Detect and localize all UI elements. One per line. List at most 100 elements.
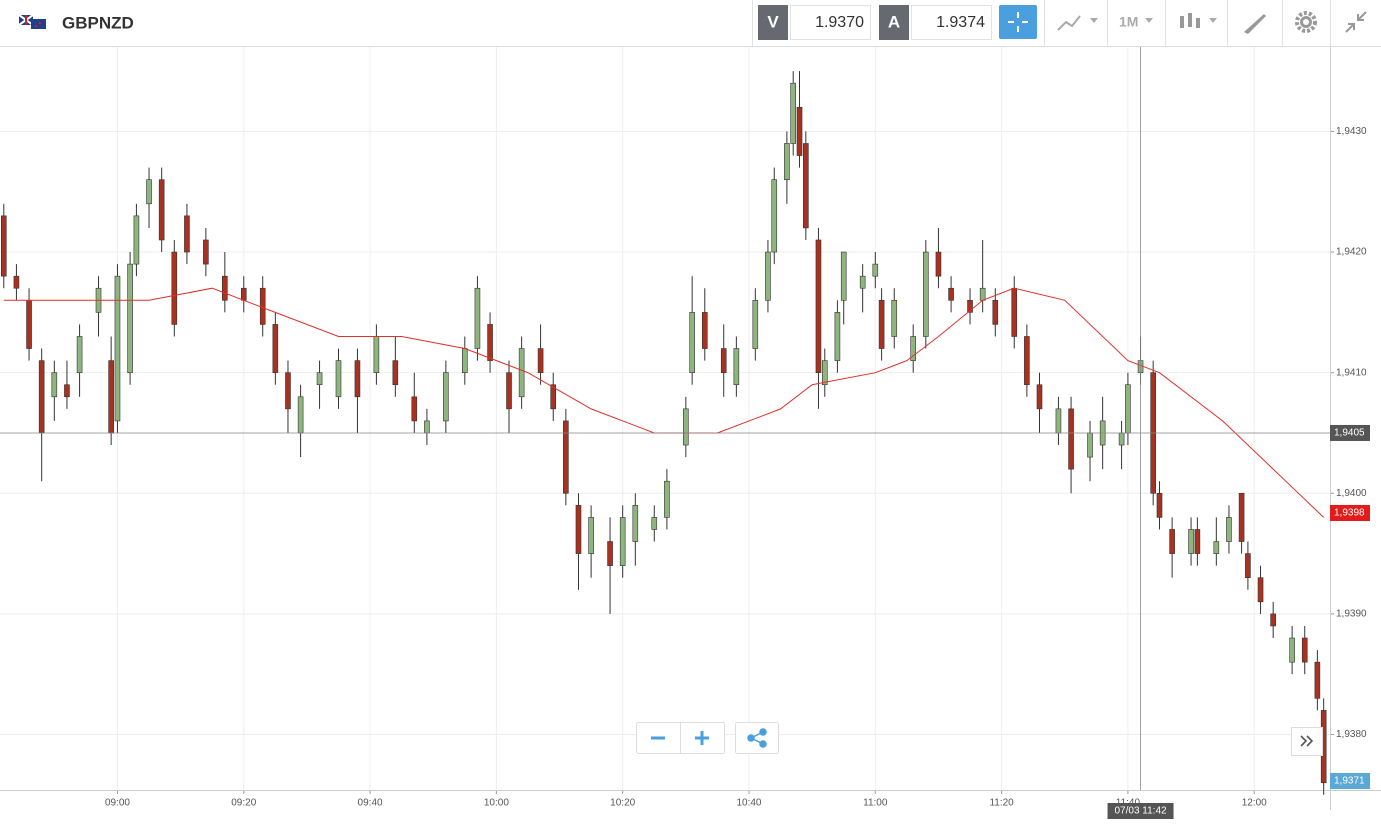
candle-body bbox=[967, 299, 973, 313]
timeframe-button[interactable]: 1M bbox=[1119, 14, 1138, 30]
candle-body bbox=[1169, 529, 1175, 554]
flag-icon bbox=[18, 14, 46, 29]
buy-price-box[interactable] bbox=[911, 5, 992, 40]
candle-body bbox=[1194, 529, 1201, 554]
sell-price-label: 1,9398 bbox=[1334, 508, 1365, 519]
candle-body bbox=[1289, 637, 1295, 663]
candle-body bbox=[588, 517, 594, 554]
collapse-button[interactable] bbox=[1345, 11, 1367, 33]
candle-body bbox=[872, 263, 879, 277]
candle-body bbox=[840, 251, 847, 301]
share-button[interactable] bbox=[735, 722, 779, 754]
candle-body bbox=[923, 251, 929, 337]
candle-body bbox=[834, 312, 841, 361]
y-tick-label: 1,9420 bbox=[1336, 247, 1367, 258]
candle-body bbox=[878, 299, 885, 349]
chart-type-button[interactable] bbox=[1057, 15, 1098, 31]
candle-body bbox=[1024, 336, 1030, 386]
scroll-right-button[interactable] bbox=[1291, 727, 1323, 756]
candle-body bbox=[815, 239, 822, 373]
sell-price-box[interactable] bbox=[790, 5, 871, 40]
crosshair-y-tag bbox=[1330, 424, 1370, 441]
candle-body bbox=[108, 360, 114, 434]
candle-body bbox=[487, 324, 493, 361]
buy-price[interactable]: 1.9374 bbox=[936, 14, 985, 31]
chart-layer: 1,9380 1,9390 1,9400 1,9410 1,9420 1,9430 09:0… bbox=[0, 47, 1381, 819]
candle-body bbox=[51, 372, 58, 398]
candle-style-button[interactable] bbox=[1180, 13, 1217, 28]
candle-body bbox=[506, 372, 512, 410]
candle-body bbox=[1068, 408, 1074, 470]
buy-label[interactable]: A bbox=[888, 12, 900, 31]
candle-body bbox=[771, 179, 778, 253]
crosshair-button[interactable] bbox=[999, 5, 1037, 39]
candle-body bbox=[537, 348, 544, 373]
x-tick-label: 09:40 bbox=[358, 798, 383, 809]
candle-body bbox=[1301, 637, 1308, 663]
zoom-in-button[interactable] bbox=[695, 731, 709, 745]
crosshair-x-tag bbox=[1107, 803, 1174, 819]
candle-body bbox=[664, 480, 670, 518]
candle-body bbox=[733, 348, 740, 386]
candle-body bbox=[373, 336, 380, 373]
y-tick-label: 1,9410 bbox=[1336, 367, 1367, 378]
candle-body bbox=[859, 275, 866, 289]
toolbar bbox=[0, 0, 1381, 46]
sell-label[interactable]: V bbox=[767, 12, 779, 31]
sell-price[interactable]: 1.9370 bbox=[815, 14, 864, 31]
candle-body bbox=[948, 287, 954, 301]
bid-price-label: 1,9371 bbox=[1334, 776, 1365, 787]
candle-body bbox=[752, 299, 759, 349]
candle-body bbox=[76, 336, 83, 373]
y-tick-label: 1,9430 bbox=[1336, 126, 1367, 137]
candle-body bbox=[38, 360, 45, 434]
candle-body bbox=[285, 372, 291, 410]
candle-body bbox=[1156, 492, 1163, 518]
x-tick-label: 10:00 bbox=[484, 798, 509, 809]
candle-body bbox=[689, 312, 695, 373]
candle-body bbox=[171, 251, 178, 325]
candle-body bbox=[184, 215, 190, 253]
candle-body bbox=[1188, 529, 1194, 554]
candle-body bbox=[803, 143, 809, 229]
dropdown-arrow bbox=[1145, 18, 1153, 23]
candle-body bbox=[1314, 661, 1321, 699]
bid-price-tag bbox=[1330, 773, 1370, 789]
candle-body bbox=[784, 143, 790, 180]
candle-body bbox=[203, 239, 209, 265]
candle-body bbox=[0, 215, 7, 277]
candle-body bbox=[335, 360, 342, 398]
y-tick-label: 1,9380 bbox=[1336, 729, 1367, 740]
settings-button[interactable] bbox=[1295, 11, 1317, 33]
candle-body bbox=[765, 251, 771, 301]
candle-body bbox=[1011, 287, 1018, 337]
candle-body bbox=[1238, 492, 1245, 542]
candle-body bbox=[607, 541, 613, 566]
draw-tool-button[interactable] bbox=[1244, 14, 1266, 34]
candle-body bbox=[133, 215, 140, 265]
symbol: GBPNZD bbox=[62, 13, 134, 32]
buy-button[interactable] bbox=[879, 5, 909, 40]
candle-body bbox=[316, 372, 323, 386]
candle-body bbox=[474, 287, 481, 349]
candle-body bbox=[821, 360, 828, 386]
crosshair-icon bbox=[1008, 12, 1028, 32]
candle-body bbox=[683, 408, 689, 446]
candle-body bbox=[297, 396, 304, 434]
x-tick-label: 09:00 bbox=[105, 798, 130, 809]
candle-body bbox=[550, 384, 557, 410]
sell-price-tag bbox=[1330, 505, 1370, 521]
candle-body bbox=[26, 299, 32, 349]
candle-body bbox=[1245, 553, 1251, 579]
candle-body bbox=[462, 348, 468, 373]
x-tick-label: 10:20 bbox=[610, 798, 635, 809]
candle-body bbox=[992, 299, 999, 325]
candle-body bbox=[392, 360, 399, 386]
candle-body bbox=[935, 251, 942, 277]
y-tick-label: 1,9400 bbox=[1336, 488, 1367, 499]
candle-body bbox=[563, 420, 569, 494]
sell-button[interactable] bbox=[758, 5, 788, 40]
candle-body bbox=[1118, 432, 1125, 446]
candle-body bbox=[1036, 384, 1043, 410]
